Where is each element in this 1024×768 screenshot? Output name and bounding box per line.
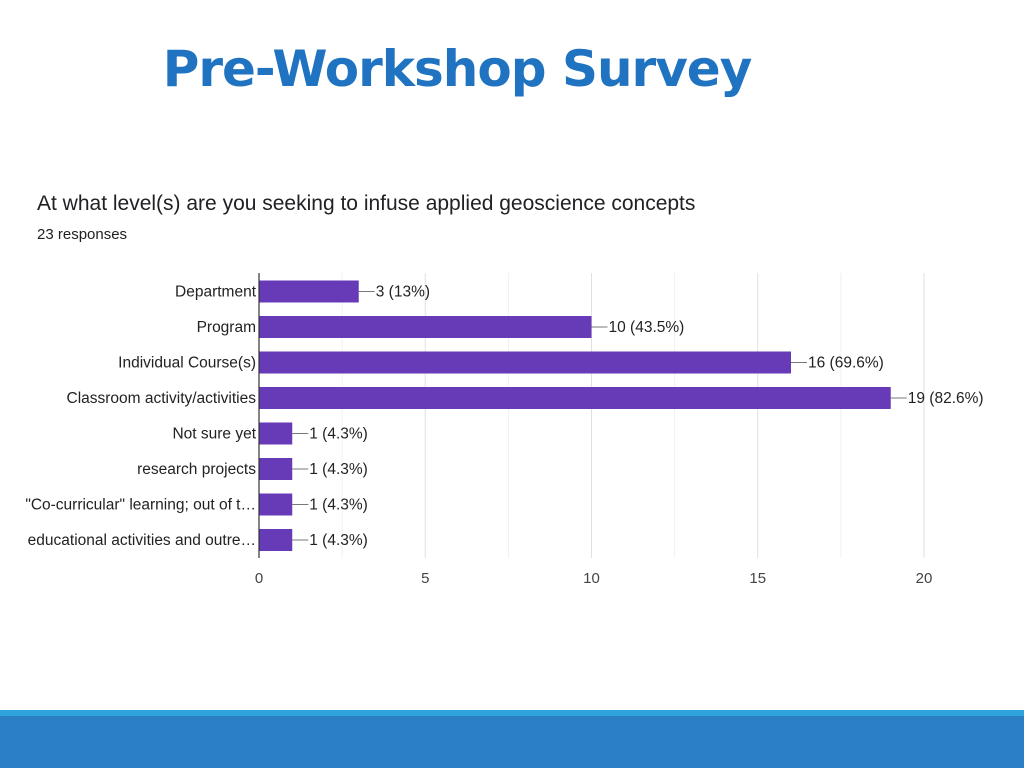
data-label: 3 (13%) (376, 284, 430, 301)
category-label: Classroom activity/activities (67, 390, 257, 407)
x-tick-label: 15 (749, 570, 766, 587)
bar (259, 422, 293, 445)
data-label: 16 (69.6%) (808, 355, 884, 372)
data-label: 1 (4.3%) (309, 497, 368, 514)
slide-title: Pre-Workshop Survey (162, 40, 753, 98)
bar (259, 316, 592, 338)
bar (259, 280, 359, 303)
category-label: "Co-curricular" learning; out of t… (25, 497, 256, 514)
x-tick-label: 5 (421, 570, 429, 587)
category-label: educational activities and outre… (28, 532, 256, 549)
x-tick-label: 0 (255, 570, 263, 587)
data-label: 19 (82.6%) (908, 390, 984, 407)
bar (259, 493, 293, 516)
data-label: 1 (4.3%) (309, 532, 368, 549)
bar (259, 458, 293, 480)
footer-band (0, 716, 1024, 768)
footer-accent-line (0, 710, 1024, 716)
bar (259, 351, 791, 374)
category-label: Department (175, 284, 257, 301)
data-label: 1 (4.3%) (309, 426, 368, 443)
category-label: research projects (137, 461, 256, 478)
category-label: Program (197, 319, 256, 336)
x-tick-label: 10 (583, 570, 600, 587)
chart-title: At what level(s) are you seeking to infu… (37, 192, 696, 215)
data-label: 10 (43.5%) (609, 319, 685, 336)
bar (259, 529, 293, 551)
x-tick-label: 20 (916, 570, 933, 587)
category-label: Not sure yet (172, 426, 256, 443)
category-label: Individual Course(s) (118, 355, 256, 372)
bar (259, 387, 891, 409)
data-label: 1 (4.3%) (309, 461, 368, 478)
chart-subtitle: 23 responses (37, 226, 128, 243)
